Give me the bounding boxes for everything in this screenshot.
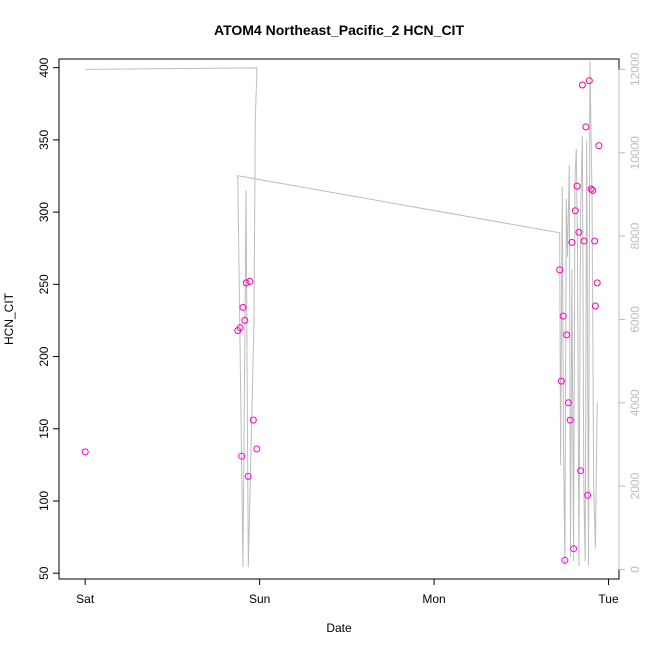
data-point [593,279,601,287]
data-point [239,303,247,311]
y-left-tick-label: 400 [37,57,51,77]
x-axis-label: Date [326,621,352,635]
data-point [585,77,593,85]
y-left-tick-label: 100 [37,491,51,511]
y-left-tick-label: 250 [37,274,51,294]
data-point [566,416,574,424]
y-right-tick-label: 4000 [628,389,642,416]
chart-title: ATOM4 Northeast_Pacific_2 HCN_CIT [214,22,464,38]
x-axis: Sat Sun Mon Tue [76,578,619,606]
data-point [561,556,569,564]
data-point [242,279,250,287]
data-point [568,238,576,246]
y-right-tick-label: 2000 [628,472,642,499]
data-point [238,452,246,460]
line-series-path [85,61,598,568]
data-point [559,312,567,320]
data-point [575,228,583,236]
y-left-tick-label: 150 [37,418,51,438]
plot-frame [58,58,620,580]
data-point [564,399,572,407]
y-right-tick-label: 12000 [628,52,642,86]
x-tick-label: Mon [422,592,445,606]
data-point [253,445,261,453]
y-left-tick-label: 350 [37,130,51,150]
data-point [578,81,586,89]
data-point [557,377,565,385]
data-point [81,448,89,456]
data-point [589,186,597,194]
x-tick-label: Sat [76,592,95,606]
data-point [587,185,595,193]
line-series [85,61,598,568]
data-point [595,142,603,150]
data-point [556,266,564,274]
y-left-tick-label: 50 [37,566,51,580]
x-tick-label: Sun [249,592,270,606]
y-right-tick-label: 8000 [628,222,642,249]
y-axis-left: 50 100 150 200 250 300 350 400 [37,57,60,580]
data-point [591,237,599,245]
data-point [573,182,581,190]
data-point [570,545,578,553]
data-point [580,237,588,245]
y-right-tick-label: 6000 [628,306,642,333]
data-point [584,491,592,499]
data-point [582,123,590,131]
data-point [571,207,579,215]
y-left-tick-label: 300 [37,202,51,222]
points-series [81,77,603,564]
y-right-tick-label: 10000 [628,136,642,170]
data-point [577,467,585,475]
y-left-tick-label: 200 [37,346,51,366]
y-axis-right: 0 2000 4000 6000 8000 10000 12000 [618,52,642,573]
data-point [249,416,257,424]
data-point [236,324,244,332]
data-point [563,331,571,339]
data-point [591,302,599,310]
y-right-tick-label: 0 [628,566,642,573]
data-point [244,472,252,480]
data-point [241,316,249,324]
x-tick-label: Tue [598,592,619,606]
y-axis-label: HCN_CIT [2,292,16,345]
data-point [246,277,254,285]
